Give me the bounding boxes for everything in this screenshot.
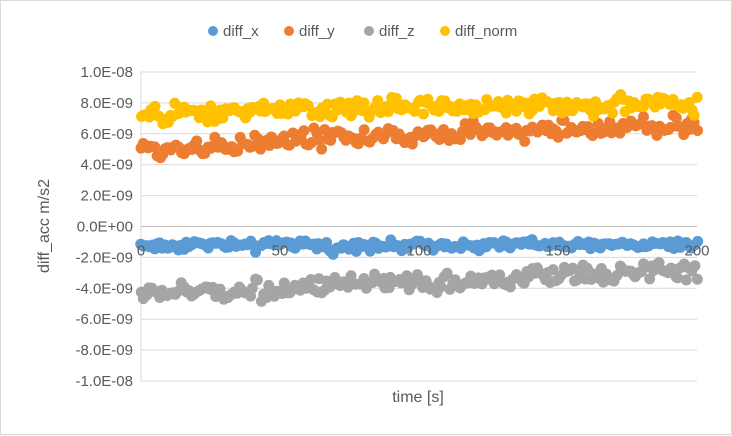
y-tick-label: -8.0E-09	[75, 342, 133, 359]
series-diff_x	[135, 234, 704, 260]
data-point	[433, 134, 445, 146]
data-point	[298, 125, 310, 137]
data-point	[278, 277, 290, 289]
legend-item-diff_x: diff_x	[208, 23, 259, 40]
legend-marker	[440, 26, 450, 36]
x-tick-label: 0	[137, 243, 145, 260]
legend: diff_x diff_y diff_z diff_norm	[208, 23, 517, 40]
data-point	[364, 245, 376, 257]
y-tick-label: 0.0E+00	[77, 219, 133, 236]
data-point	[607, 107, 619, 119]
x-tick-labels: 0 50 100 150 200	[137, 243, 710, 260]
data-point	[552, 131, 564, 143]
legend-marker	[208, 26, 218, 36]
data-point	[692, 124, 704, 136]
legend-item-diff_z: diff_z	[364, 23, 415, 40]
data-point	[435, 281, 447, 293]
y-tick-label: 2.0E-09	[80, 188, 133, 205]
data-layer	[135, 89, 704, 307]
data-point	[692, 235, 704, 247]
legend-item-diff_norm: diff_norm	[440, 23, 517, 40]
data-point	[494, 269, 506, 281]
data-point	[638, 111, 650, 123]
y-tick-label: 1.0E-08	[80, 64, 133, 81]
series-diff_z	[135, 257, 703, 307]
data-point	[417, 108, 429, 120]
x-axis-title: time [s]	[392, 389, 444, 406]
data-point	[688, 109, 700, 121]
y-axis-title: diff_acc m/s2	[36, 179, 53, 273]
data-point	[214, 283, 226, 295]
data-point	[149, 100, 161, 112]
data-point	[321, 236, 333, 248]
data-point	[680, 274, 692, 286]
y-tick-label: -4.0E-09	[75, 280, 133, 297]
y-tick-label: 6.0E-09	[80, 126, 133, 143]
data-point	[149, 141, 161, 153]
data-point	[454, 134, 466, 146]
series-diff_norm	[136, 89, 703, 130]
data-point	[191, 135, 203, 147]
y-tick-labels: 1.0E-08 8.0E-09 6.0E-09 4.0E-09 2.0E-09 0.0E+…	[75, 64, 133, 390]
legend-marker	[284, 26, 294, 36]
legend-label: diff_z	[379, 23, 415, 40]
data-point	[217, 112, 229, 124]
legend-marker	[364, 26, 374, 36]
data-point	[571, 274, 583, 286]
data-point	[672, 272, 684, 284]
y-tick-label: -2.0E-09	[75, 249, 133, 266]
data-point	[390, 92, 402, 104]
data-point	[372, 95, 384, 107]
data-point	[441, 267, 453, 279]
y-tick-label: 4.0E-09	[80, 157, 133, 174]
data-point	[246, 282, 258, 294]
data-point	[561, 96, 573, 108]
data-point	[409, 105, 421, 117]
y-tick-label: -6.0E-09	[75, 311, 133, 328]
data-point	[401, 270, 413, 282]
data-point	[547, 264, 559, 276]
data-point	[316, 143, 328, 155]
x-tick-label: 200	[684, 243, 709, 260]
y-tick-label: -1.0E-08	[75, 373, 133, 390]
data-point	[519, 135, 531, 147]
data-point	[666, 263, 678, 275]
data-point	[644, 273, 656, 285]
data-point	[251, 274, 263, 286]
data-point	[670, 112, 682, 124]
data-point	[691, 91, 703, 103]
series-diff_y	[135, 109, 704, 164]
data-point	[689, 260, 701, 272]
x-tick-label: 150	[545, 243, 570, 260]
data-point	[278, 130, 290, 142]
legend-label: diff_y	[299, 23, 335, 40]
data-point	[322, 98, 334, 110]
legend-label: diff_norm	[455, 23, 517, 40]
x-tick-label: 50	[272, 243, 289, 260]
data-point	[691, 273, 703, 285]
legend-item-diff_y: diff_y	[284, 23, 335, 40]
data-point	[358, 124, 370, 136]
x-tick-label: 100	[406, 243, 431, 260]
y-tick-label: 8.0E-09	[80, 95, 133, 112]
legend-label: diff_x	[223, 23, 259, 40]
